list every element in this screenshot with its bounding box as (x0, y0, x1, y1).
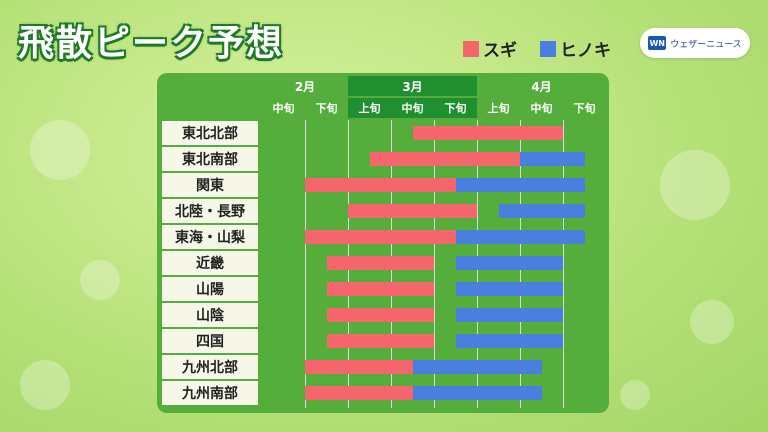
legend-cedar: スギ (463, 36, 517, 61)
legend-cypress: ヒノキ (540, 36, 611, 61)
month-header-apr: 4月 (477, 76, 606, 96)
legend-cedar-swatch (463, 40, 479, 57)
region-label: 北陸・長野 (162, 199, 258, 223)
cypress-bar (455, 282, 563, 296)
region-label: 山陰 (162, 303, 258, 327)
month-header-mar: 3月 (348, 76, 477, 96)
period-header: 中旬 (520, 98, 563, 118)
bokeh-decoration (690, 300, 734, 344)
cypress-bar (455, 334, 563, 348)
period-header: 上旬 (348, 98, 391, 118)
cedar-bar (412, 126, 563, 140)
month-header-feb: 2月 (262, 76, 348, 96)
legend-cypress-swatch (540, 40, 556, 57)
period-header: 下旬 (563, 98, 606, 118)
cypress-bar (520, 152, 585, 166)
bokeh-decoration (660, 150, 730, 220)
grid-line (305, 120, 306, 408)
period-header: 上旬 (477, 98, 520, 118)
period-header: 下旬 (305, 98, 348, 118)
cypress-bar (412, 360, 542, 374)
cedar-bar (326, 256, 434, 270)
region-label: 近畿 (162, 251, 258, 275)
legend-cypress-label: ヒノキ (560, 41, 611, 61)
cedar-bar (326, 308, 434, 322)
grid-line (563, 120, 564, 408)
cypress-bar (455, 308, 563, 322)
bokeh-decoration (80, 260, 120, 300)
region-label: 四国 (162, 329, 258, 353)
legend-cedar-label: スギ (483, 41, 517, 61)
cedar-bar (369, 152, 520, 166)
cedar-bar (305, 178, 456, 192)
grid-line (434, 120, 435, 408)
region-label: 九州南部 (162, 381, 258, 405)
bokeh-decoration (30, 120, 90, 180)
region-label: 東北南部 (162, 147, 258, 171)
brand-logo-icon: WN (648, 36, 667, 50)
cypress-bar (498, 204, 585, 218)
cedar-bar (305, 230, 456, 244)
bokeh-decoration (620, 380, 650, 410)
cypress-bar (455, 256, 563, 270)
cypress-bar (455, 230, 585, 244)
cedar-bar (305, 360, 413, 374)
cedar-bar (326, 282, 434, 296)
period-header: 中旬 (391, 98, 434, 118)
period-header: 下旬 (434, 98, 477, 118)
bokeh-decoration (20, 360, 70, 410)
brand-badge: WN ウェザーニュース (640, 28, 750, 58)
region-label: 九州北部 (162, 355, 258, 379)
page-title: 飛散ピーク予想 (18, 23, 285, 64)
period-header: 中旬 (262, 98, 305, 118)
region-label: 東海・山梨 (162, 225, 258, 249)
region-label: 東北北部 (162, 121, 258, 145)
region-label: 関東 (162, 173, 258, 197)
cedar-bar (348, 204, 477, 218)
cedar-bar (326, 334, 434, 348)
brand-name: ウェザーニュース (670, 39, 742, 50)
cedar-bar (305, 386, 413, 400)
cypress-bar (412, 386, 542, 400)
region-label: 山陽 (162, 277, 258, 301)
cypress-bar (455, 178, 585, 192)
